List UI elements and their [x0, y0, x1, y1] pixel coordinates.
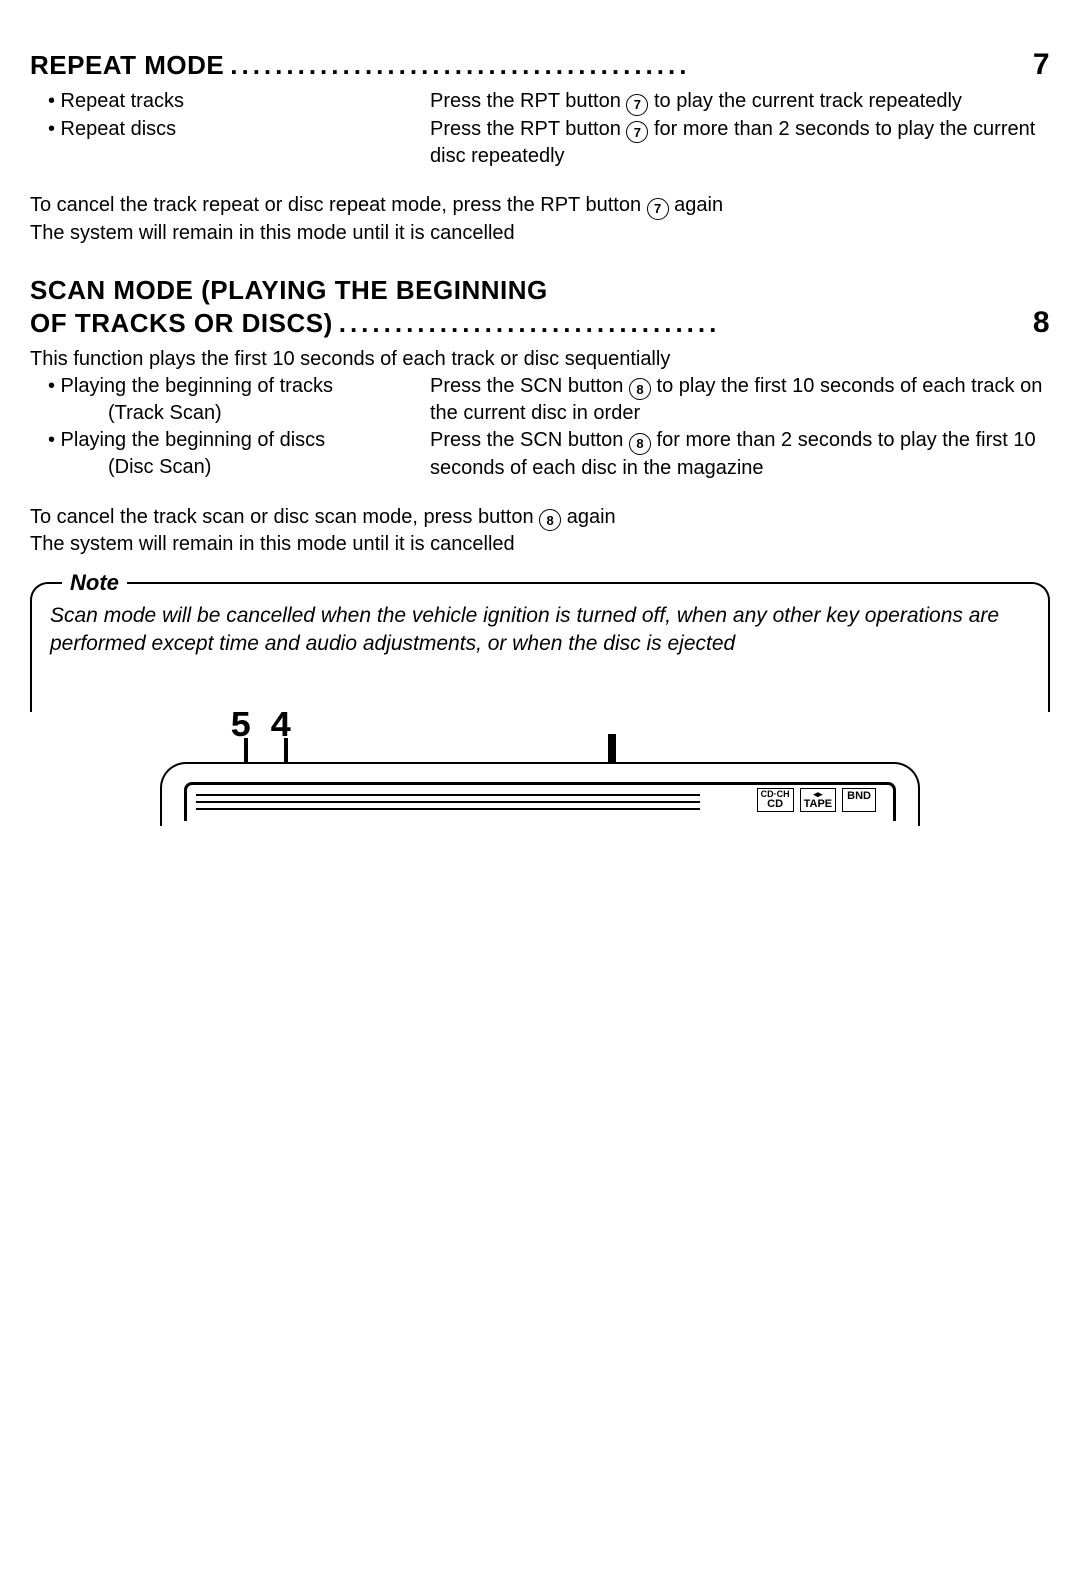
repeat-desc-2-before: Press the RPT button: [430, 118, 626, 140]
scan-desc-2-before: Press the SCN button: [430, 429, 629, 451]
scan-label-1: • Playing the beginning of tracks (Track…: [30, 373, 430, 427]
circled-8-icon: 8: [539, 509, 561, 531]
repeat-label-1: • Repeat tracks: [30, 88, 430, 115]
repeat-label-2: • Repeat discs: [30, 116, 430, 143]
scan-desc-2: Press the SCN button 8 for more than 2 s…: [430, 427, 1050, 482]
scan-label-2-sub: (Disc Scan): [48, 454, 430, 481]
repeat-row-2: • Repeat discs Press the RPT button 7 fo…: [30, 116, 1050, 171]
heading-dots: ........................................…: [224, 50, 1033, 81]
note-text: Scan mode will be cancelled when the veh…: [50, 602, 1030, 659]
callout-tick-icon: [608, 734, 616, 764]
circled-8-icon: 8: [629, 378, 651, 400]
device-slot-lines: [196, 794, 700, 810]
badge-tape-bottom: TAPE: [804, 799, 833, 810]
segment-digit-4: 4: [270, 706, 292, 747]
repeat-cancel: To cancel the track repeat or disc repea…: [30, 192, 1050, 247]
badge-cd: CD·CH CD: [757, 788, 794, 812]
callout-tick-icon: [244, 738, 248, 764]
scan-intro: This function plays the first 10 seconds…: [30, 346, 1050, 373]
callout-tick-icon: [284, 738, 288, 764]
segment-digit-5: 5: [230, 706, 252, 747]
repeat-cancel-line2: The system will remain in this mode unti…: [30, 222, 515, 244]
scan-row-1: • Playing the beginning of tracks (Track…: [30, 373, 1050, 428]
heading-repeat-number: 7: [1033, 48, 1050, 82]
scan-label-1-main: • Playing the beginning of tracks: [48, 375, 333, 397]
scan-row-2: • Playing the beginning of discs (Disc S…: [30, 427, 1050, 482]
circled-7-icon: 7: [626, 94, 648, 116]
circled-7-icon: 7: [647, 198, 669, 220]
scan-cancel-line2: The system will remain in this mode unti…: [30, 533, 515, 555]
heading-dots: ..................................: [333, 308, 1033, 339]
scan-intro-text: This function plays the first 10 seconds…: [30, 346, 670, 373]
repeat-desc-1-before: Press the RPT button: [430, 90, 626, 112]
scan-label-2-main: • Playing the beginning of discs: [48, 429, 325, 451]
repeat-desc-2: Press the RPT button 7 for more than 2 s…: [430, 116, 1050, 171]
repeat-desc-1-after: to play the current track repeatedly: [648, 90, 962, 112]
scan-cancel-after: again: [561, 506, 616, 528]
scan-desc-1-before: Press the SCN button: [430, 375, 629, 397]
scan-label-1-sub: (Track Scan): [48, 400, 430, 427]
manual-page: REPEAT MODE ............................…: [0, 0, 1080, 1588]
note-label: Note: [62, 570, 127, 596]
device-badges: CD·CH CD ◂▸ TAPE BND: [757, 788, 876, 812]
badge-bnd: BND: [842, 788, 876, 812]
repeat-row-1: • Repeat tracks Press the RPT button 7 t…: [30, 88, 1050, 116]
heading-scan-line2: OF TRACKS OR DISCS): [30, 308, 333, 339]
heading-repeat-title: REPEAT MODE: [30, 50, 224, 81]
scan-label-2: • Playing the beginning of discs (Disc S…: [30, 427, 430, 481]
heading-scan-mode: SCAN MODE (PLAYING THE BEGINNING OF TRAC…: [30, 275, 1050, 340]
heading-repeat-mode: REPEAT MODE ............................…: [30, 48, 1050, 82]
repeat-cancel-before: To cancel the track repeat or disc repea…: [30, 194, 647, 216]
heading-scan-line1: SCAN MODE (PLAYING THE BEGINNING: [30, 275, 548, 306]
badge-cd-bottom: CD: [767, 799, 783, 810]
repeat-desc-1: Press the RPT button 7 to play the curre…: [430, 88, 1050, 116]
note-box: Note Scan mode will be cancelled when th…: [30, 582, 1050, 712]
repeat-cancel-after: again: [669, 194, 724, 216]
circled-8-icon: 8: [629, 433, 651, 455]
scan-cancel: To cancel the track scan or disc scan mo…: [30, 504, 1050, 559]
device-illustration: 5 4 CD·CH CD ◂▸ TAPE BND: [160, 706, 920, 826]
scan-cancel-before: To cancel the track scan or disc scan mo…: [30, 506, 539, 528]
heading-scan-number: 8: [1033, 306, 1050, 340]
scan-desc-1: Press the SCN button 8 to play the first…: [430, 373, 1050, 428]
device-slot-midline: [196, 801, 700, 803]
badge-tape: ◂▸ TAPE: [800, 788, 837, 812]
circled-7-icon: 7: [626, 121, 648, 143]
